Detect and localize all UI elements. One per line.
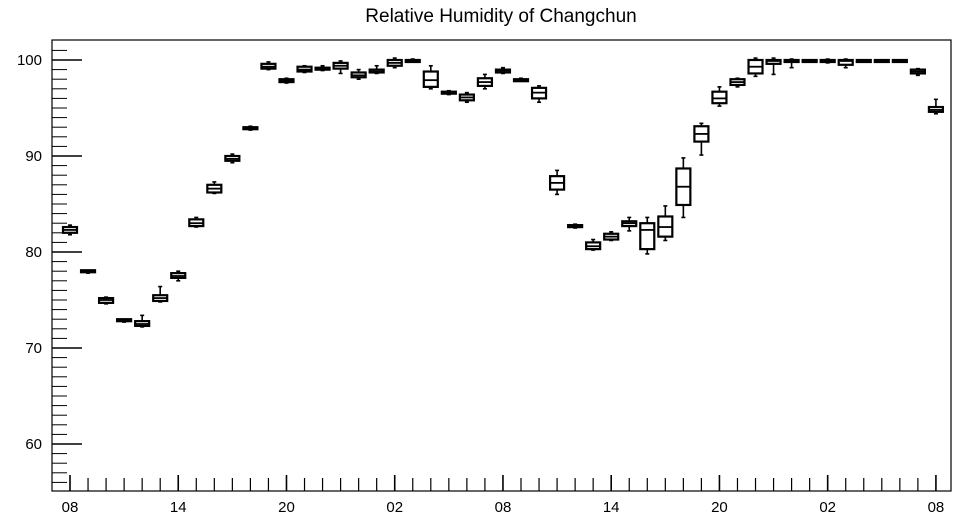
x-tick-label: 02 xyxy=(386,499,403,516)
y-tick-label: 100 xyxy=(17,52,42,69)
box-plot-hour-8 xyxy=(206,181,223,195)
box-plot-hour-12 xyxy=(278,77,295,84)
box-plot-hour-34 xyxy=(675,157,692,219)
x-tick-label: 02 xyxy=(819,499,836,516)
box-plot-hour-4 xyxy=(134,314,151,328)
box-plot-hour-30 xyxy=(603,231,620,242)
box-plot-hour-19 xyxy=(404,58,421,64)
box-plot-hour-37 xyxy=(729,77,746,88)
box-plot-hour-43 xyxy=(837,58,854,69)
box-plot-hour-45 xyxy=(873,58,890,64)
box-plot-hour-33 xyxy=(657,205,674,242)
box-plot-hour-17 xyxy=(368,64,385,75)
box-plot-hour-48 xyxy=(927,98,945,115)
box-plot-hour-1 xyxy=(79,269,97,274)
interquartile-box xyxy=(422,70,439,88)
box-plot-hour-28 xyxy=(567,223,584,229)
interquartile-box xyxy=(711,90,728,105)
y-tick-label: 90 xyxy=(25,148,42,165)
box-plot-hour-13 xyxy=(296,64,313,74)
box-plot-hour-10 xyxy=(242,125,259,131)
box-plot-hour-29 xyxy=(585,238,602,251)
box-plot-hour-47 xyxy=(909,67,926,77)
x-tick-label: 14 xyxy=(603,499,620,516)
interquartile-box xyxy=(765,58,782,65)
chart-title: Relative Humidity of Changchun xyxy=(365,6,636,27)
box-plot-hour-24 xyxy=(494,66,512,75)
x-tick-label: 08 xyxy=(928,499,945,516)
box-plot-hour-35 xyxy=(693,122,710,156)
box-plot-hour-14 xyxy=(314,64,331,72)
plot-area-frame xyxy=(51,39,952,492)
box-plot-hour-36 xyxy=(711,86,728,107)
box-plot-hour-20 xyxy=(422,64,439,90)
x-tick-label: 20 xyxy=(711,499,728,516)
box-plot-hour-22 xyxy=(458,91,475,104)
interquartile-box xyxy=(639,222,656,251)
box-plot-hour-41 xyxy=(801,58,818,64)
box-plot-hour-23 xyxy=(476,73,494,90)
box-series xyxy=(61,57,945,328)
interquartile-box xyxy=(837,58,854,66)
y-tick-label: 80 xyxy=(25,244,42,261)
box-plot-hour-21 xyxy=(440,89,457,96)
box-plot-hour-18 xyxy=(386,57,403,69)
y-tick-label: 60 xyxy=(25,436,42,453)
box-plot-hour-38 xyxy=(747,57,764,78)
y-axis: 60 70 80 90 100 xyxy=(17,49,82,483)
box-plot-hour-9 xyxy=(224,153,241,164)
box-plot-hour-44 xyxy=(855,58,872,64)
box-plot-hour-0 xyxy=(61,224,79,236)
box-plot-hour-11 xyxy=(260,61,277,71)
box-plot-hour-2 xyxy=(97,296,115,305)
box-plot-hour-6 xyxy=(170,270,187,282)
x-axis: 08 14 20 02 08 14 20 02 08 xyxy=(62,475,945,516)
x-tick-label: 08 xyxy=(62,499,79,516)
box-plot-hour-39 xyxy=(765,57,782,76)
box-plot-hour-16 xyxy=(350,68,367,80)
box-plot-hour-32 xyxy=(639,216,656,255)
box-plot-hour-7 xyxy=(188,216,205,228)
box-plot-hour-5 xyxy=(152,285,169,303)
x-tick-label: 14 xyxy=(170,499,187,516)
y-tick-label: 70 xyxy=(25,340,42,357)
box-plot-hour-42 xyxy=(819,58,836,64)
x-tick-label: 20 xyxy=(278,499,295,516)
box-plot-hour-46 xyxy=(891,58,908,64)
box-plot-hour-40 xyxy=(783,58,800,69)
box-plot-hour-3 xyxy=(116,318,133,323)
box-plot-hour-31 xyxy=(621,216,638,232)
box-plot-hour-26 xyxy=(530,85,548,104)
box-plot-hour-15 xyxy=(332,60,349,75)
box-plot-hour-27 xyxy=(548,169,566,196)
box-plot-hour-25 xyxy=(512,77,530,83)
x-tick-label: 08 xyxy=(495,499,512,516)
